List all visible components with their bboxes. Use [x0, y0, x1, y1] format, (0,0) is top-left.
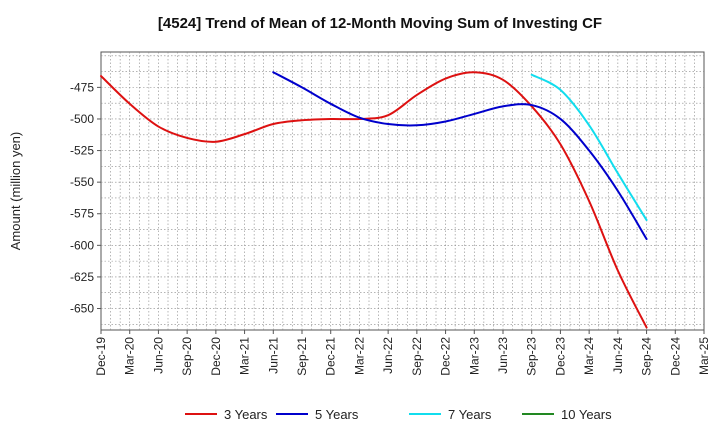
x-tick-label: Mar-24: [582, 337, 596, 375]
series-line-7-years: [530, 73, 648, 222]
x-tick-label: Sep-24: [640, 337, 654, 376]
chart-title: [4524] Trend of Mean of 12-Month Moving …: [158, 15, 602, 32]
x-tick-label: Sep-22: [410, 337, 424, 376]
y-tick-label: -525: [70, 144, 94, 158]
x-tick-label: Mar-21: [238, 337, 252, 375]
y-tick-label: -625: [70, 270, 94, 284]
x-tick-label: Dec-22: [439, 337, 453, 376]
x-axis-ticks: Dec-19 Mar-20 Jun-20 Sep-20 Dec-20 Mar-21 Jun-…: [94, 330, 711, 376]
x-tick-label: Sep-20: [180, 337, 194, 376]
x-tick-label: Dec-23: [553, 337, 567, 376]
x-tick-label: Mar-25: [697, 337, 711, 375]
x-tick-label: Sep-23: [525, 337, 539, 376]
y-tick-label: -575: [70, 207, 94, 221]
legend-label-7-years: 7 Years: [448, 407, 492, 422]
legend-label-3-years: 3 Years: [224, 407, 268, 422]
y-axis-ticks: -475 -500 -525 -550 -575 -600 -625 -650: [70, 80, 101, 316]
series-line-3-years: [100, 71, 648, 329]
y-axis-label: Amount (million yen): [8, 132, 23, 251]
x-tick-label: Jun-20: [151, 337, 165, 374]
x-tick-label: Jun-21: [266, 337, 280, 374]
x-tick-label: Mar-20: [123, 337, 137, 375]
x-tick-label: Dec-20: [209, 337, 223, 376]
x-tick-label: Jun-23: [496, 337, 510, 374]
plot-area: [100, 51, 705, 331]
x-tick-label: Dec-21: [324, 337, 338, 376]
x-tick-label: Jun-24: [611, 337, 625, 374]
grid-layer: [101, 52, 704, 330]
legend-label-5-years: 5 Years: [315, 407, 359, 422]
y-tick-label: -500: [70, 112, 94, 126]
y-tick-label: -475: [70, 80, 94, 94]
y-tick-label: -550: [70, 175, 94, 189]
series-line-5-years: [272, 71, 648, 241]
series-layer: [100, 71, 648, 329]
x-tick-label: Jun-22: [381, 337, 395, 374]
x-tick-label: Dec-19: [94, 337, 108, 376]
y-tick-label: -600: [70, 238, 94, 252]
legend: 3 Years 5 Years 7 Years 10 Years: [185, 407, 612, 422]
x-tick-label: Sep-21: [295, 337, 309, 376]
x-tick-label: Dec-24: [668, 337, 682, 376]
y-tick-label: -650: [70, 302, 94, 316]
x-tick-label: Mar-23: [467, 337, 481, 375]
legend-label-10-years: 10 Years: [561, 407, 612, 422]
x-tick-label: Mar-22: [352, 337, 366, 375]
